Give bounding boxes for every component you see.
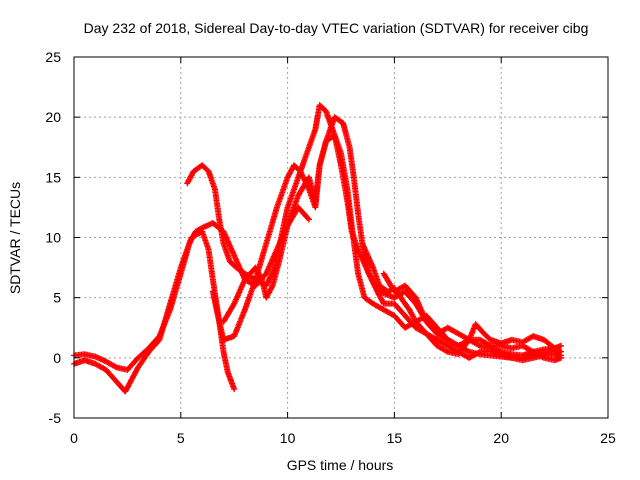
data-point [475,342,482,349]
y-tick-label: 25 [45,49,61,65]
data-point [112,363,119,370]
x-tick-label: 10 [280,430,296,446]
y-axis-title: SDTVAR / TECUs [7,182,23,294]
data-point [305,216,312,223]
y-tick-label: 15 [45,169,61,185]
data-point [558,342,565,349]
chart-title: Day 232 of 2018, Sidereal Day-to-day VTE… [84,20,589,36]
x-axis-title: GPS time / hours [287,457,394,473]
axis-ticks: 0 5 10 15 20 25 -5 0 5 10 15 20 25 [45,49,616,446]
data-point [443,348,450,355]
data-point [486,342,493,349]
data-series [71,102,565,395]
y-tick-label: -5 [49,410,62,426]
data-point [464,336,471,343]
series-track-a [71,204,312,373]
data-point [268,283,275,290]
series-track-b [71,228,238,395]
data-point [231,386,238,393]
y-tick-label: 0 [53,350,61,366]
x-tick-label: 0 [70,430,78,446]
data-point [258,275,265,282]
y-tick-label: 10 [45,230,61,246]
y-tick-label: 5 [53,290,61,306]
data-point [464,348,471,355]
data-point [304,215,311,222]
data-point [556,348,563,355]
data-point [558,348,565,355]
x-tick-label: 20 [493,430,509,446]
x-tick-label: 5 [177,430,185,446]
y-tick-label: 20 [45,109,61,125]
data-point [539,354,546,361]
series-track-g [380,270,565,364]
x-tick-label: 25 [600,430,616,446]
gridlines [74,57,608,418]
series-track-e [220,132,565,364]
x-tick-label: 15 [387,430,403,446]
data-point [558,354,565,361]
